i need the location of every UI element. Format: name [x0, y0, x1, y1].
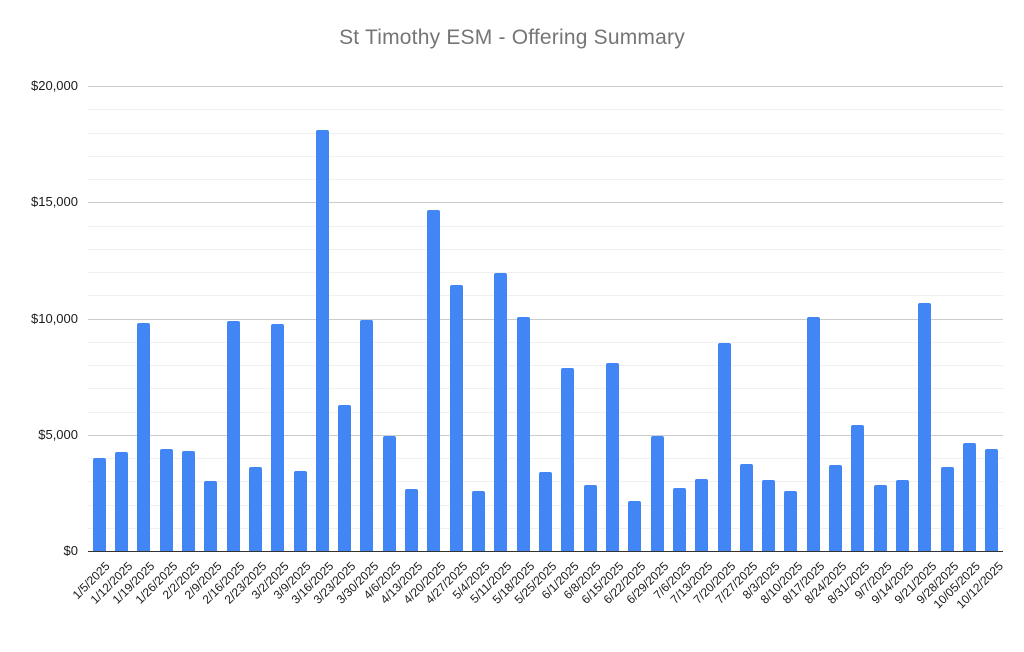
- bar: [516, 317, 530, 551]
- bar: [695, 478, 709, 551]
- bar: [449, 284, 463, 551]
- chart-title: St Timothy ESM - Offering Summary: [339, 26, 685, 49]
- bar: [650, 435, 664, 551]
- minor-gridline: [88, 179, 1003, 180]
- bar: [226, 320, 240, 551]
- y-axis-label: $15,000: [31, 194, 78, 210]
- bar: [806, 317, 820, 551]
- major-gridline: [88, 202, 1003, 204]
- bar: [315, 130, 329, 551]
- bar: [829, 464, 843, 551]
- bar: [739, 463, 753, 551]
- minor-gridline: [88, 225, 1003, 227]
- bar: [873, 484, 887, 551]
- minor-gridline: [88, 272, 1003, 273]
- bar: [271, 324, 285, 551]
- minor-gridline: [88, 132, 1003, 134]
- plot-area: [88, 86, 1003, 552]
- bar: [159, 448, 173, 551]
- minor-gridline: [88, 458, 1003, 459]
- y-axis-label: $5,000: [38, 426, 78, 442]
- bar: [539, 471, 552, 551]
- y-axis-label: $0: [63, 543, 78, 558]
- bar: [293, 470, 307, 551]
- bar: [583, 484, 597, 551]
- bar: [605, 362, 619, 551]
- minor-gridline: [88, 411, 1003, 413]
- bar: [963, 442, 977, 551]
- bar: [427, 210, 441, 551]
- bar: [114, 452, 128, 551]
- bar: [472, 490, 486, 551]
- bar: [494, 273, 508, 551]
- bar: [918, 303, 932, 551]
- bar: [762, 480, 776, 551]
- bar: [672, 488, 686, 551]
- bar: [985, 448, 999, 551]
- minor-gridline: [88, 109, 1003, 111]
- bar: [92, 458, 106, 551]
- major-gridline: [88, 318, 1003, 320]
- bar: [405, 489, 419, 551]
- y-axis-label: $10,000: [31, 310, 78, 326]
- bar: [717, 342, 731, 551]
- bar: [137, 323, 151, 551]
- minor-gridline: [88, 155, 1003, 157]
- bar: [784, 490, 798, 551]
- bar: [940, 467, 954, 551]
- bar: [181, 451, 195, 551]
- minor-gridline: [88, 341, 1003, 343]
- major-gridline: [88, 434, 1003, 436]
- minor-gridline: [88, 365, 1003, 366]
- bar: [561, 368, 575, 551]
- bar: [628, 501, 642, 551]
- bar: [360, 319, 374, 551]
- bar: [896, 480, 910, 551]
- bar: [382, 435, 396, 551]
- bar: [851, 425, 865, 551]
- x-axis-baseline: [88, 551, 1003, 552]
- minor-gridline: [88, 295, 1003, 297]
- bar: [204, 481, 218, 551]
- bar: [248, 467, 262, 551]
- minor-gridline: [88, 248, 1003, 250]
- y-axis-label: $20,000: [31, 78, 78, 93]
- bar: [338, 404, 352, 551]
- minor-gridline: [88, 388, 1003, 390]
- major-gridline: [88, 86, 1003, 87]
